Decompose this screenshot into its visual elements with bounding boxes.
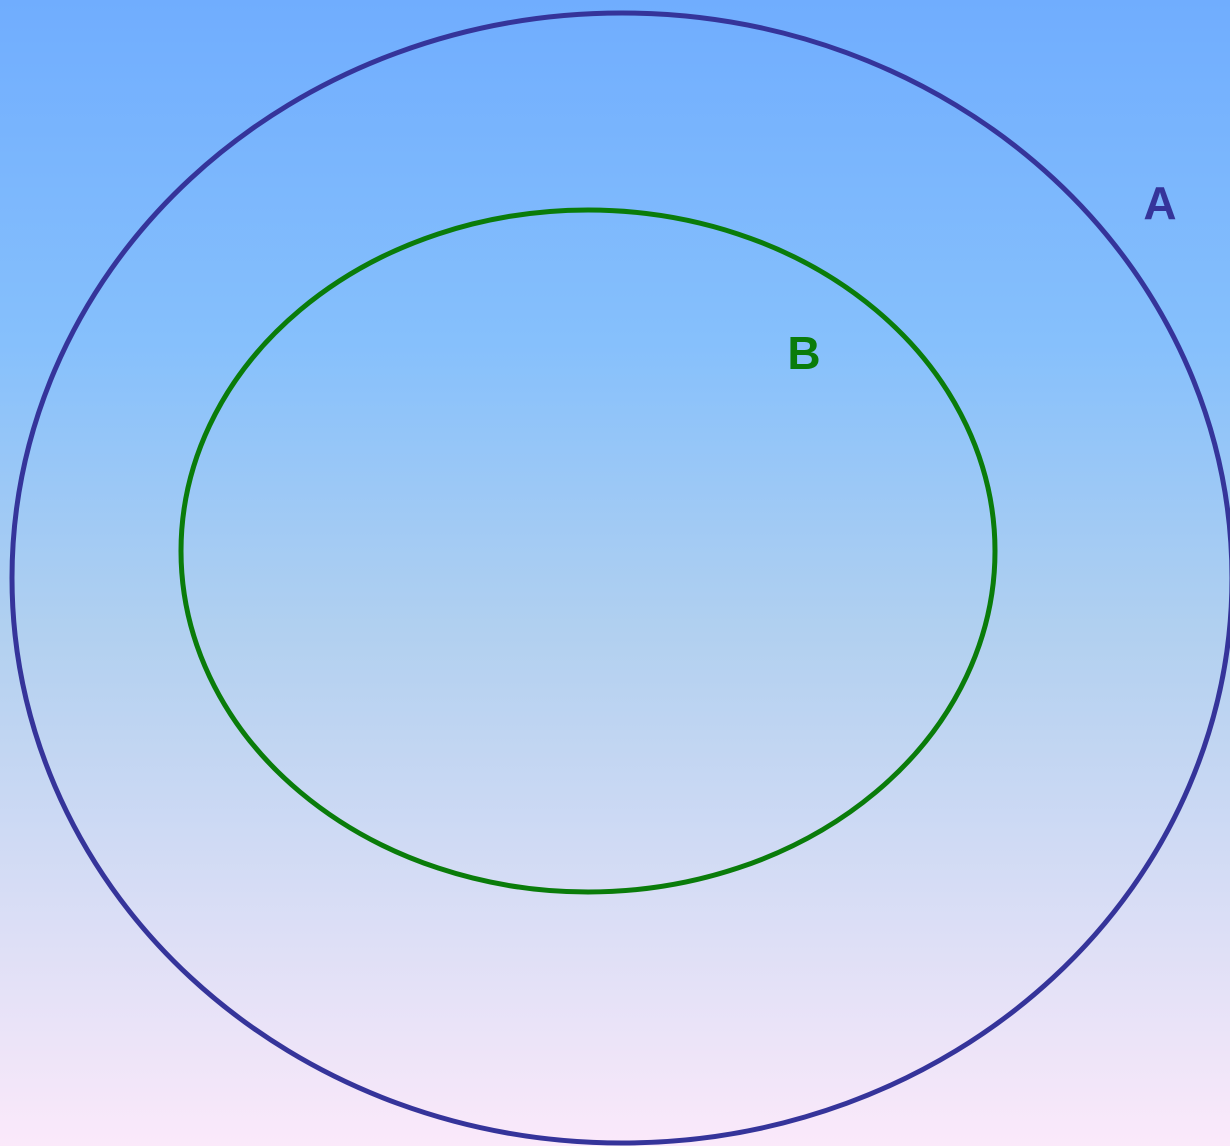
set-b-ellipse [178, 207, 998, 895]
set-b-label: B [787, 327, 820, 379]
set-a-ellipse [9, 10, 1230, 1146]
set-a-label: A [1143, 177, 1176, 229]
